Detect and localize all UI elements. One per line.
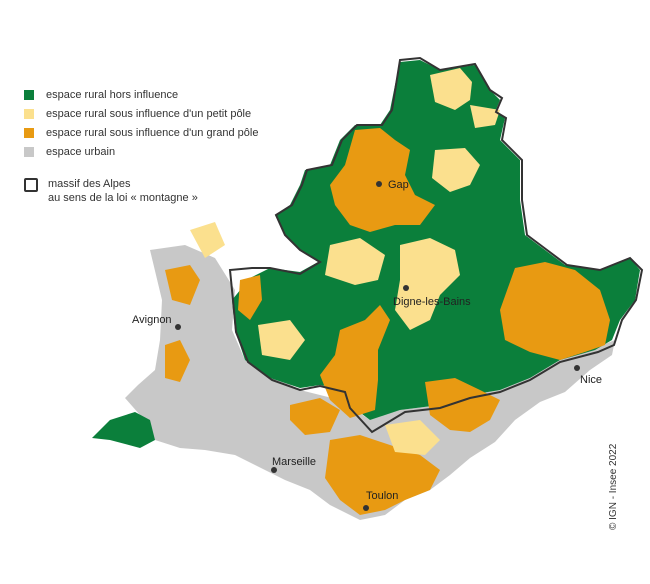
legend-label: espace rural hors influence	[46, 88, 179, 101]
map-credit: © IGN - Insee 2022	[608, 443, 619, 530]
city-gap: Gap	[376, 179, 409, 191]
legend-swatch	[24, 108, 34, 119]
zone-yellow-nw	[190, 222, 225, 258]
layer-grand-pole	[165, 128, 610, 515]
legend-item-grand-pole: espace rural sous influence d'un grand p…	[24, 123, 258, 142]
city-digne: Digne-les-Bains	[393, 285, 471, 308]
city-label: Avignon	[132, 314, 172, 326]
zone-yellow-digne	[395, 238, 460, 330]
city-label: Marseille	[272, 456, 316, 468]
legend-outline-line2: au sens de la loi « montagne »	[48, 192, 198, 204]
legend-label: espace urbain	[46, 145, 116, 158]
map-legend: espace rural hors influence espace rural…	[24, 85, 258, 205]
legend-outline-label: massif des Alpes au sens de la loi « mon…	[48, 177, 198, 205]
zone-yellow-center	[325, 238, 385, 285]
legend-outline-swatch	[24, 178, 38, 192]
zone-orange-west3	[165, 340, 190, 382]
zone-yellow-north	[430, 68, 472, 110]
zone-orange-west	[165, 265, 200, 305]
city-label: Digne-les-Bains	[393, 296, 471, 308]
massif-alpes-outline	[228, 56, 644, 434]
city-markers: Gap Digne-les-Bains Avignon Nice Marseil…	[132, 179, 602, 511]
zone-orange-east	[500, 262, 610, 360]
legend-label: espace rural sous influence d'un petit p…	[46, 107, 252, 120]
legend-swatch	[24, 127, 34, 138]
zone-green-coast-west	[92, 412, 155, 448]
city-label: Nice	[580, 374, 602, 386]
legend-item-urbain: espace urbain	[24, 142, 258, 161]
legend-item-petit-pole: espace rural sous influence d'un petit p…	[24, 104, 258, 123]
city-label: Gap	[388, 179, 409, 191]
layer-urbain	[125, 245, 615, 520]
zone-orange-var	[425, 378, 500, 432]
city-nice: Nice	[574, 365, 602, 386]
layer-petit-pole	[190, 68, 500, 455]
zone-orange-gap	[330, 128, 435, 232]
zone-orange-south	[325, 435, 440, 515]
zone-orange-west2	[238, 275, 262, 320]
city-avignon: Avignon	[132, 314, 181, 330]
legend-outline-line1: massif des Alpes	[48, 178, 131, 190]
zone-orange-aix	[290, 398, 340, 435]
legend-label: espace rural sous influence d'un grand p…	[46, 126, 259, 139]
zone-yellow-var	[385, 420, 440, 455]
legend-item-rural-hors-influence: espace rural hors influence	[24, 85, 258, 104]
zone-yellow-gap-east	[432, 148, 480, 192]
city-label: Toulon	[366, 490, 398, 502]
city-toulon: Toulon	[363, 490, 398, 511]
legend-swatch	[24, 146, 34, 157]
zone-yellow-sw	[258, 320, 305, 360]
zone-yellow-north2	[470, 105, 500, 128]
legend-item-massif-alpes: massif des Alpes au sens de la loi « mon…	[24, 177, 258, 205]
urban-west	[125, 245, 615, 520]
legend-swatch	[24, 89, 34, 100]
city-marseille: Marseille	[271, 456, 316, 473]
